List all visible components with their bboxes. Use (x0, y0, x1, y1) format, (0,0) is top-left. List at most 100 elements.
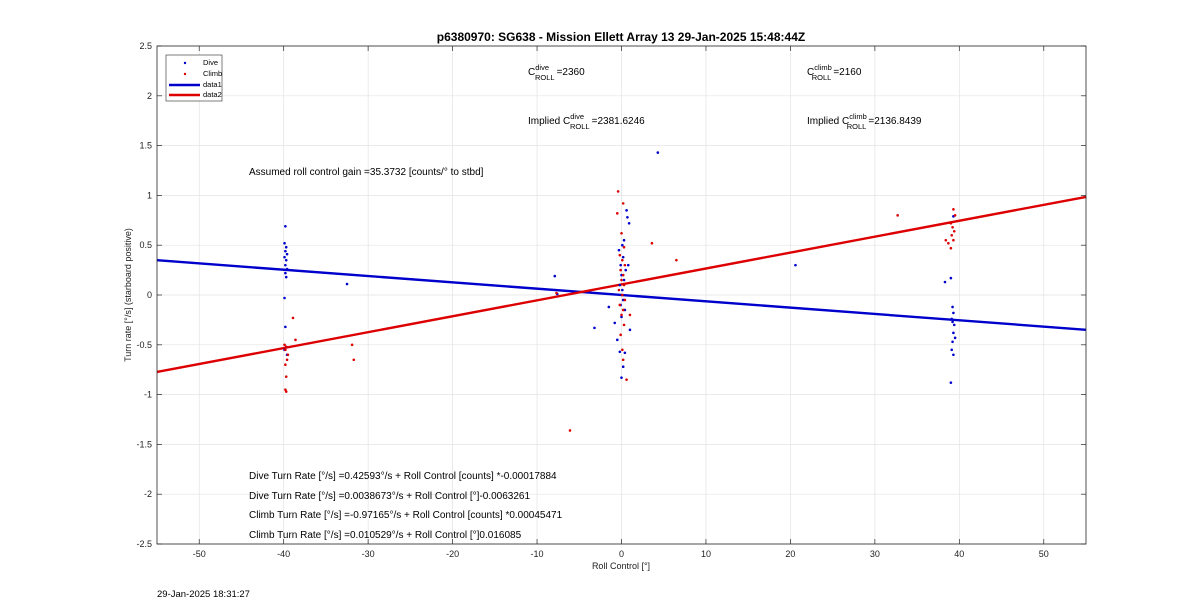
x-tick-label: 0 (619, 549, 624, 559)
legend-dive-label: Dive (203, 58, 218, 67)
climb-point (286, 353, 290, 357)
x-tick-label: -30 (362, 549, 375, 559)
dive-point (345, 282, 349, 286)
climb-point (621, 202, 625, 205)
x-tick-label: 40 (954, 549, 964, 559)
dive-point (621, 243, 624, 247)
dive-point (628, 328, 632, 332)
dive-point (620, 376, 623, 379)
dive-point (626, 263, 630, 267)
x-tick-label: -10 (531, 549, 544, 559)
climb-point (618, 303, 622, 307)
dive-point (619, 263, 622, 267)
climb-point (621, 348, 624, 352)
climb-point (622, 245, 626, 249)
climb-point (896, 214, 899, 217)
axis-ticks: -50 -40 -30 -20 -10 0 10 20 30 40 50-2.5-2-1.5-1-0… (136, 41, 1086, 559)
climb-point (616, 190, 620, 193)
implied-climb-annotation: Implied Cclimb ROLL =2136.8439 (807, 112, 922, 131)
dive-point (656, 151, 660, 154)
climb-point (621, 358, 625, 362)
dive-point (622, 238, 626, 242)
dive-point (285, 252, 289, 256)
data-points (283, 151, 957, 432)
dive-fit-counts-annotation: Dive Turn Rate [°/s] =0.42593°/s + Roll … (249, 471, 557, 482)
dive-point (794, 263, 797, 267)
climb-point (625, 378, 628, 381)
y-tick-label: 0 (147, 290, 152, 300)
climb-point (952, 238, 955, 242)
dive-fit-degrees-annotation: Dive Turn Rate [°/s] =0.0038673°/s + Rol… (249, 491, 530, 502)
climb-point (615, 212, 619, 215)
legend-climb-label: Climb (203, 69, 222, 78)
dive-point (284, 275, 288, 279)
y-tick-label: -0.5 (136, 340, 152, 350)
x-tick-label: 50 (1039, 549, 1049, 559)
dive-point (950, 348, 954, 352)
climb-point (285, 358, 289, 362)
c-roll-climb-annotation: Cclimb ROLL =2160 (807, 63, 862, 82)
dive-point (607, 305, 611, 309)
climb-point (949, 246, 953, 250)
x-axis-label: Roll Control [°] (592, 561, 650, 571)
climb-point (284, 388, 287, 391)
climb-point (950, 233, 954, 237)
dive-point (284, 325, 287, 329)
dive-point (949, 381, 953, 384)
y-tick-label: -1 (144, 390, 152, 400)
climb-point (952, 208, 955, 211)
data2-fit-line (156, 195, 1087, 374)
dive-point (952, 311, 955, 315)
y-tick-label: 2 (147, 91, 152, 101)
dive-point (623, 351, 627, 355)
dive-point (952, 331, 955, 335)
climb-point (283, 343, 286, 347)
dive-point (284, 224, 287, 228)
climb-point (675, 258, 678, 262)
climb-point (621, 308, 625, 312)
climb-point (622, 283, 626, 287)
climb-point (947, 241, 950, 245)
y-axis-label: Turn rate [°/s] (starboard positive) (123, 228, 133, 362)
climb-point (622, 323, 626, 327)
y-tick-label: 2.5 (139, 41, 152, 51)
climb-point (944, 238, 948, 242)
dive-point (621, 288, 624, 292)
dive-point (284, 263, 287, 267)
climb-point (953, 214, 957, 217)
y-tick-label: -2 (144, 489, 152, 499)
y-tick-label: -2.5 (136, 539, 152, 549)
dive-point (284, 258, 288, 262)
dive-point (627, 221, 631, 225)
dive-point (624, 268, 628, 272)
x-tick-label: -50 (193, 549, 206, 559)
dive-point (283, 255, 286, 259)
dive-point (950, 317, 954, 321)
dive-point (618, 283, 622, 287)
climb-point (650, 241, 654, 245)
dive-point (284, 245, 288, 249)
c-roll-dive-annotation: Cdive ROLL =2360 (528, 63, 585, 82)
climb-point (951, 225, 954, 229)
generated-timestamp: 29-Jan-2025 18:31:27 (157, 589, 250, 600)
climb-point (284, 363, 287, 367)
y-tick-label: 1.5 (139, 141, 152, 151)
x-tick-label: 10 (701, 549, 711, 559)
climb-point (621, 258, 624, 262)
dive-point (283, 296, 286, 300)
dive-point (952, 323, 956, 327)
dive-point (951, 305, 954, 309)
dive-point (951, 320, 954, 324)
climb-point (621, 273, 625, 277)
y-tick-label: 1 (147, 190, 152, 200)
roll-gain-annotation: Assumed roll control gain =35.3732 [coun… (249, 167, 484, 178)
climb-point (620, 313, 623, 317)
dive-point (615, 338, 619, 342)
dive-point (949, 276, 953, 280)
climb-point (623, 298, 627, 302)
x-tick-label: 30 (870, 549, 880, 559)
climb-point (294, 338, 297, 342)
dive-point (285, 267, 289, 271)
climb-point (284, 375, 288, 378)
